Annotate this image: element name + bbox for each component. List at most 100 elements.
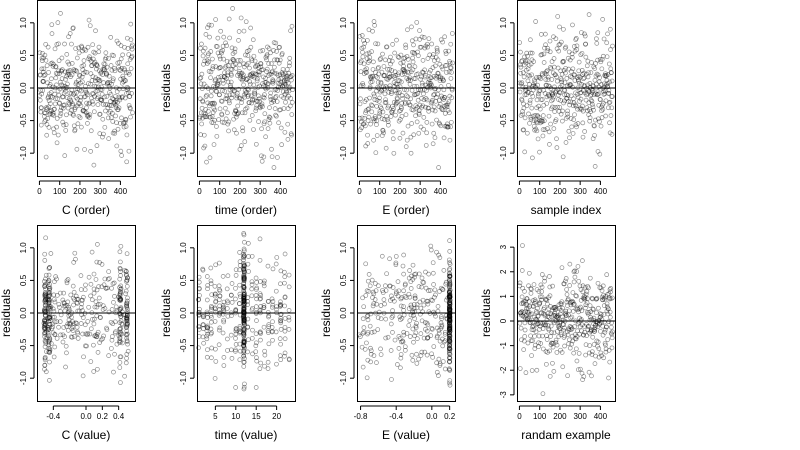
data-point — [379, 116, 385, 122]
data-point — [286, 308, 292, 313]
data-point — [390, 129, 396, 135]
data-point — [597, 285, 603, 290]
x-tick-label: 100 — [53, 187, 67, 196]
data-point — [610, 295, 615, 301]
data-point — [115, 100, 120, 105]
data-point — [548, 311, 554, 316]
data-point — [609, 105, 615, 111]
data-point — [70, 324, 76, 330]
data-point — [196, 285, 202, 291]
data-point — [213, 17, 218, 22]
data-point — [410, 55, 416, 61]
data-point — [427, 311, 433, 316]
data-point — [286, 93, 291, 99]
data-point — [389, 110, 395, 115]
data-point — [362, 40, 368, 46]
data-point — [558, 68, 564, 74]
data-point — [241, 246, 247, 252]
data-point — [552, 310, 558, 316]
y-tick-label: -1.0 — [499, 146, 508, 160]
data-point — [530, 94, 536, 99]
data-point — [576, 309, 581, 315]
data-point — [586, 323, 592, 329]
data-point — [227, 92, 233, 98]
data-point — [124, 84, 130, 90]
data-point — [229, 72, 234, 78]
data-point — [82, 310, 88, 316]
data-point — [103, 286, 109, 291]
data-point — [58, 11, 63, 16]
data-point — [447, 309, 452, 315]
data-point — [447, 332, 452, 337]
data-point — [278, 357, 284, 363]
data-point — [241, 353, 247, 359]
data-point — [583, 352, 588, 358]
data-point — [609, 132, 615, 137]
data-point — [125, 309, 130, 315]
data-point — [536, 74, 542, 80]
data-point — [447, 351, 452, 357]
data-point — [241, 309, 246, 314]
data-point — [241, 298, 247, 304]
data-point — [257, 83, 262, 89]
data-point — [48, 304, 54, 310]
data-point — [90, 101, 96, 107]
data-point — [91, 61, 97, 67]
data-point — [199, 41, 204, 47]
data-point — [65, 69, 71, 75]
data-point — [448, 76, 454, 81]
data-point — [98, 87, 103, 92]
data-point — [277, 353, 283, 359]
data-point — [517, 283, 522, 289]
data-point — [197, 306, 202, 312]
data-point — [125, 70, 131, 75]
data-point — [237, 62, 243, 68]
data-point — [430, 298, 435, 303]
data-point — [396, 334, 402, 339]
data-point — [447, 266, 453, 271]
data-point — [370, 303, 376, 309]
data-point — [202, 143, 208, 149]
data-point — [87, 100, 92, 106]
data-point — [595, 149, 601, 154]
data-point — [270, 337, 275, 343]
data-point — [225, 348, 230, 353]
data-point — [123, 116, 129, 122]
data-point — [78, 321, 84, 326]
data-point — [242, 321, 247, 327]
data-point — [447, 314, 452, 320]
data-point — [568, 300, 573, 306]
data-point — [124, 278, 130, 283]
data-point — [60, 83, 66, 89]
data-point — [524, 92, 529, 97]
data-point — [566, 99, 571, 104]
data-point — [220, 274, 226, 279]
data-point — [237, 341, 243, 347]
data-point — [81, 108, 86, 114]
data-point — [123, 124, 129, 129]
data-point — [434, 325, 440, 331]
data-point — [128, 114, 133, 120]
data-point — [85, 113, 91, 118]
data-point — [125, 275, 130, 281]
data-point — [573, 122, 579, 128]
data-point — [544, 317, 550, 323]
x-tick-label: 400 — [594, 412, 608, 421]
data-point — [70, 319, 75, 324]
data-point — [568, 315, 574, 321]
data-point — [596, 318, 602, 324]
data-point — [393, 254, 399, 259]
data-point — [89, 63, 95, 68]
data-point — [415, 97, 421, 103]
data-point — [535, 313, 541, 319]
data-point — [438, 37, 444, 43]
data-point — [410, 59, 416, 65]
data-point — [124, 273, 129, 278]
data-point — [529, 327, 535, 333]
data-point — [82, 147, 87, 152]
data-point — [549, 90, 554, 96]
data-point — [410, 326, 416, 332]
data-point — [565, 373, 570, 379]
data-point — [237, 301, 242, 306]
data-point — [549, 308, 555, 314]
